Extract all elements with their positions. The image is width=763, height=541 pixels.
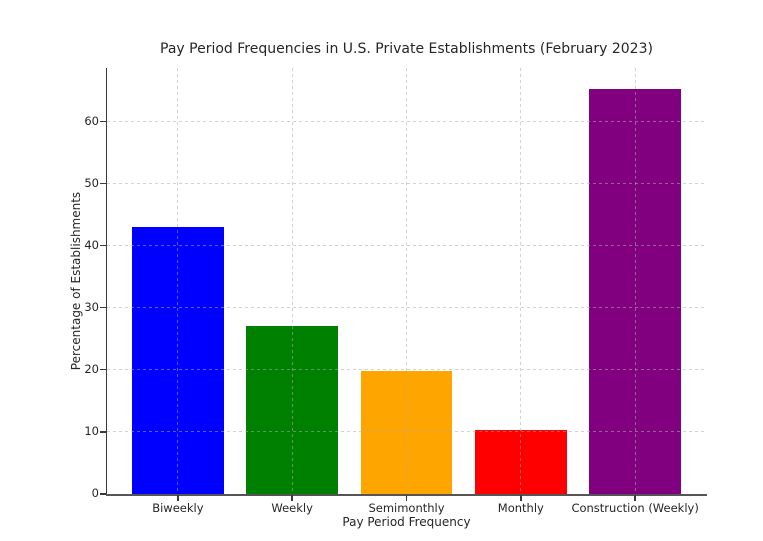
x-tick-label: Weekly: [271, 501, 313, 515]
plot-area: 0 10 20 30 40 50 60 Biweekly Weekly Semimonthly Mo…: [84, 68, 707, 515]
y-tick-mark-0: [100, 493, 106, 495]
y-axis-spine: [105, 68, 107, 495]
y-tick-mark-10: [100, 431, 106, 433]
y-tick-mark-50: [100, 182, 106, 185]
y-tick-label: 50: [84, 175, 99, 190]
chart-title: Pay Period Frequencies in U.S. Private E…: [160, 41, 653, 57]
x-tick-label: Biweekly: [152, 501, 204, 515]
y-tick-label: 40: [84, 237, 99, 252]
x-tick-label: Construction (Weekly): [571, 501, 699, 515]
y-tick-label: 0: [91, 486, 99, 501]
y-tick-mark-30: [100, 307, 106, 309]
x-axis-label: Pay Period Frequency: [342, 515, 471, 529]
x-tick-mark-2: [405, 495, 408, 501]
x-tick-label: Monthly: [497, 501, 544, 515]
x-tick-mark-4: [634, 495, 636, 501]
y-tick-label: 20: [84, 362, 99, 377]
y-tick-label: 60: [84, 113, 99, 128]
y-tick-mark-40: [100, 244, 106, 247]
gridline-vertical-1: [291, 68, 293, 494]
y-tick-label: 10: [84, 424, 99, 439]
y-tick-mark-60: [100, 120, 106, 123]
y-tick-mark-20: [100, 369, 106, 371]
y-tick-label: 30: [84, 300, 99, 314]
x-tick-mark-3: [520, 495, 522, 501]
gridline-vertical-3: [520, 68, 522, 494]
gridline-vertical-4: [634, 68, 636, 494]
y-axis-label: Percentage of Establishments: [69, 191, 83, 371]
gridline-vertical-2: [406, 68, 407, 494]
x-axis-spine: [105, 494, 707, 496]
x-tick-label: Semimonthly: [368, 501, 445, 515]
gridline-vertical-0: [177, 68, 179, 494]
x-tick-mark-1: [291, 495, 293, 501]
x-tick-mark-0: [177, 495, 179, 501]
